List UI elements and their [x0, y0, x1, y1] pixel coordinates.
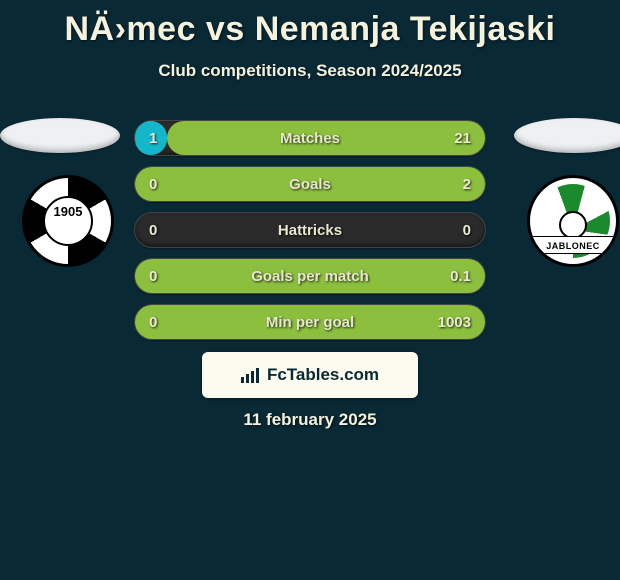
jablonec-badge-icon: JABLONEC: [527, 175, 619, 267]
stat-row: 0 0.1 Goals per match: [134, 258, 486, 294]
stat-value-right: 2: [449, 167, 485, 201]
badge-year-text: 1905: [25, 204, 111, 219]
date-text: 11 february 2025: [0, 410, 620, 430]
stat-label: Min per goal: [266, 314, 354, 331]
subtitle: Club competitions, Season 2024/2025: [0, 61, 620, 81]
ball-icon: [559, 211, 587, 239]
stat-label: Matches: [280, 130, 340, 147]
stat-value-left: 1: [135, 121, 171, 155]
dynamo-cb-badge-icon: 1905: [22, 175, 114, 267]
player-avatar-right: [514, 118, 620, 153]
stat-value-left: 0: [135, 259, 171, 293]
branding-box[interactable]: FcTables.com: [202, 352, 418, 398]
page-title: NÄ›mec vs Nemanja Tekijaski: [0, 0, 620, 49]
stat-value-left: 0: [135, 213, 171, 247]
stat-row: 1 21 Matches: [134, 120, 486, 156]
bar-chart-icon: [241, 367, 261, 383]
stat-label: Hattricks: [278, 222, 342, 239]
stat-value-left: 0: [135, 305, 171, 339]
branding-text: FcTables.com: [267, 365, 379, 385]
comparison-widget: NÄ›mec vs Nemanja Tekijaski Club competi…: [0, 0, 620, 580]
club-badge-right: JABLONEC: [523, 176, 620, 266]
stat-row: 0 0 Hattricks: [134, 212, 486, 248]
stat-value-left: 0: [135, 167, 171, 201]
stat-row: 0 1003 Min per goal: [134, 304, 486, 340]
stat-value-right: 0: [449, 213, 485, 247]
player-avatar-left: [0, 118, 120, 153]
stat-value-right: 0.1: [436, 259, 485, 293]
badge-ribbon-text: JABLONEC: [530, 236, 616, 254]
stat-row: 0 2 Goals: [134, 166, 486, 202]
stat-value-right: 21: [440, 121, 485, 155]
stat-label: Goals per match: [251, 268, 369, 285]
stat-value-right: 1003: [424, 305, 485, 339]
stat-label: Goals: [289, 176, 331, 193]
stat-rows: 1 21 Matches 0 2 Goals 0 0 Hattricks 0 0.1 Goals pe…: [134, 120, 486, 350]
club-badge-left: 1905: [18, 176, 118, 266]
